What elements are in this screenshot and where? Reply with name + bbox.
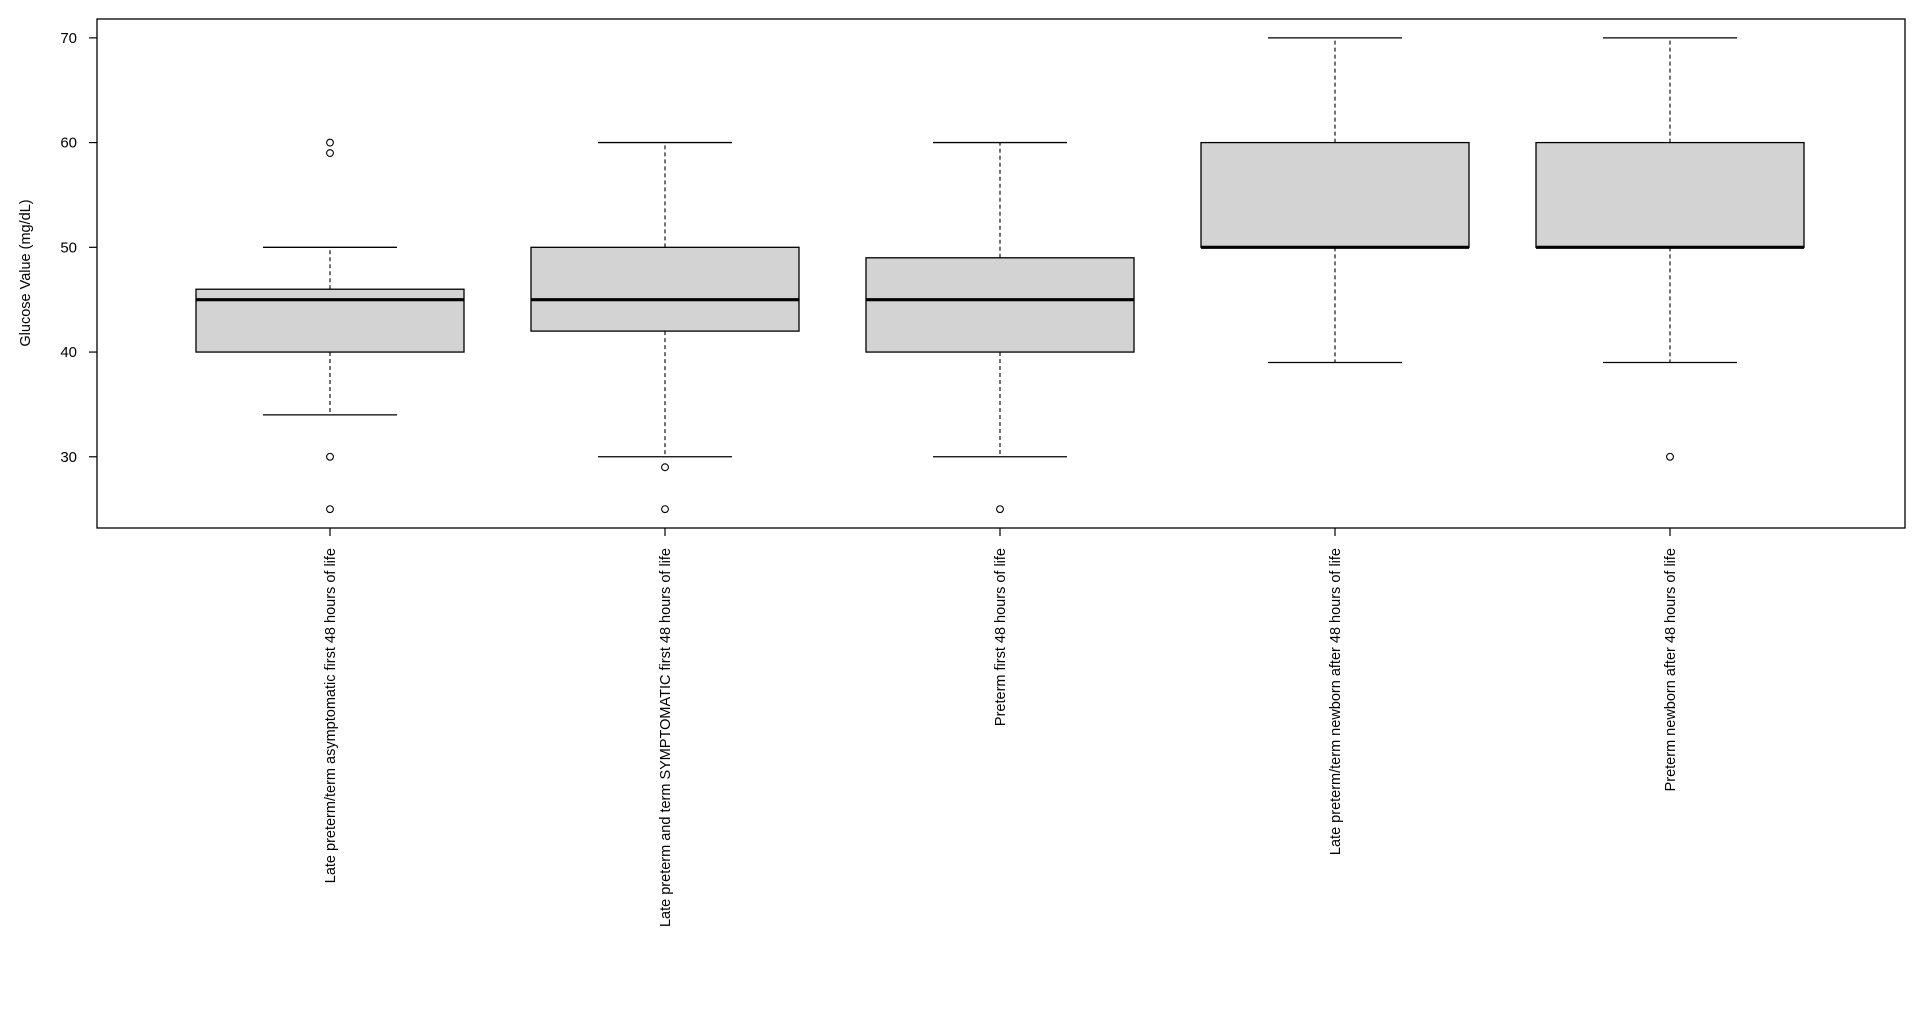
outlier-point [996, 505, 1004, 514]
box-group [1535, 37, 1805, 461]
x-tick-label: Late preterm/term asymptomatic first 48 … [323, 548, 339, 883]
y-tick-label: 70 [60, 30, 77, 47]
iqr-box [1200, 141, 1470, 248]
y-tick-label: 50 [60, 239, 77, 256]
outlier-point [326, 138, 334, 147]
box-group [865, 141, 1135, 514]
box-group [1200, 37, 1470, 364]
y-tick-label: 60 [60, 135, 77, 152]
box-group [195, 138, 465, 514]
y-tick-label: 40 [60, 344, 77, 361]
x-tick-label: Preterm newborn after 48 hours of life [1663, 548, 1679, 791]
outlier-point [661, 463, 669, 472]
plot-frame [96, 18, 1906, 529]
y-axis: 30 40 50 60 70 [60, 30, 97, 466]
outlier-point [326, 452, 334, 461]
box-series [195, 37, 1805, 514]
iqr-box [530, 246, 800, 332]
outlier-point [661, 505, 669, 514]
box-group [530, 141, 800, 514]
outlier-point [326, 149, 334, 158]
x-tick-label: Late preterm/term newborn after 48 hours… [1328, 548, 1344, 855]
x-tick-label: Preterm first 48 hours of life [993, 548, 1009, 726]
outlier-point [1666, 452, 1674, 461]
x-axis-labels: Late preterm/term asymptomatic first 48 … [323, 528, 1679, 927]
outlier-point [326, 505, 334, 514]
iqr-box [1535, 141, 1805, 248]
x-tick-label: Late preterm and term SYMPTOMATIC first … [658, 548, 674, 927]
y-tick-label: 30 [60, 449, 77, 466]
iqr-box [865, 257, 1135, 353]
y-axis-label: Glucose Value (mg/dL) [18, 199, 34, 346]
